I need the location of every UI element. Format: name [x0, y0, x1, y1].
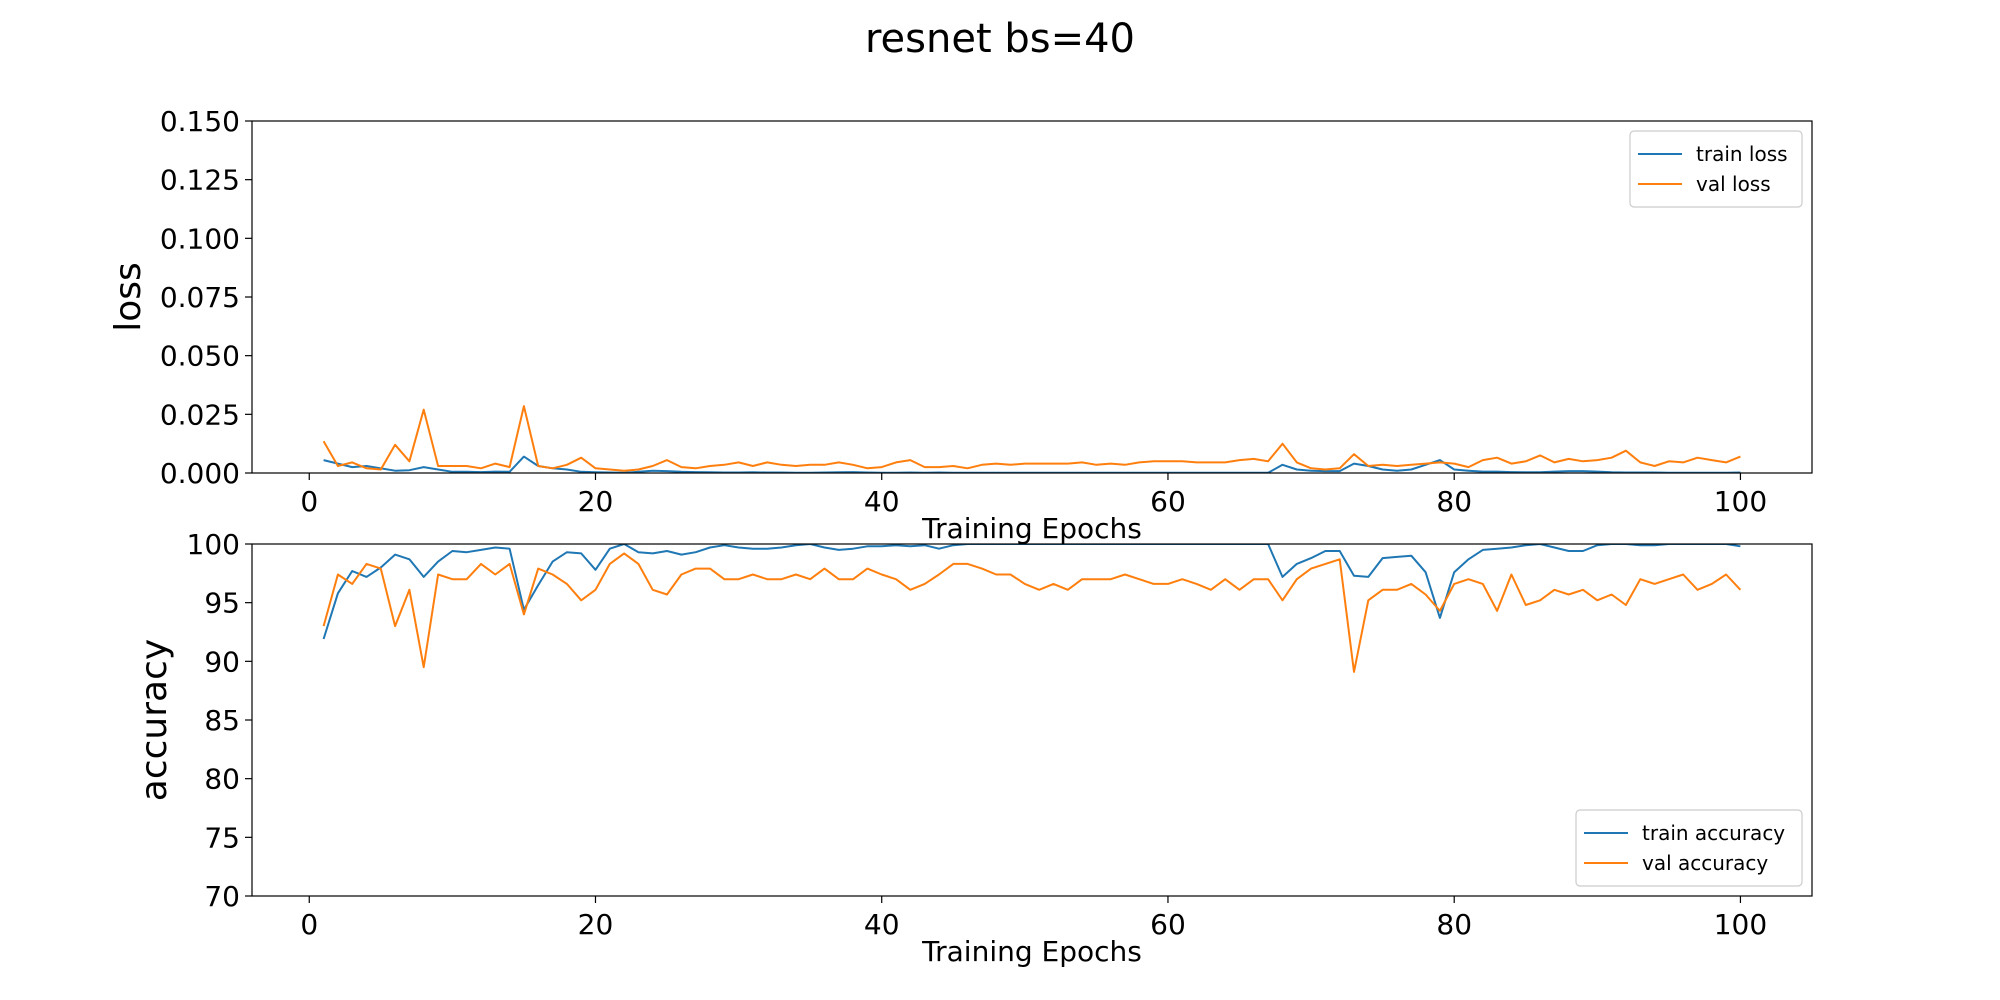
y-tick-label: 70: [204, 880, 240, 913]
y-tick-label: 0.075: [160, 281, 240, 314]
legend-frame: [1575, 809, 1803, 887]
figure-title: resnet bs=40: [865, 16, 1135, 62]
y-tick-label: 90: [204, 645, 240, 678]
x-tick-label: 0: [300, 485, 318, 518]
x-tick-label: 100: [1714, 485, 1767, 518]
x-tick-label: 20: [578, 485, 614, 518]
axes-frame: [251, 120, 1813, 474]
x-tick-label: 80: [1436, 485, 1472, 518]
y-tick-label: 100: [187, 528, 240, 561]
x-tick-label: 80: [1436, 908, 1472, 941]
y-tick-label: 0.125: [160, 164, 240, 197]
y-tick-label: 85: [204, 704, 240, 737]
y-tick-label: 0.150: [160, 105, 240, 138]
x-tick-label: 20: [578, 908, 614, 941]
x-tick-label: 100: [1714, 908, 1767, 941]
legend-label: train accuracy: [1642, 821, 1785, 845]
y-tick-label: 95: [204, 587, 240, 620]
series-line-val-accuracy: [322, 552, 1742, 673]
loss-chart: 0 20 40 60 80 100 0.000 0.025 0.050 0.075 0.100 0.1…: [108, 105, 1813, 545]
legend-label: val accuracy: [1642, 851, 1768, 875]
axes-frame: [251, 543, 1813, 897]
x-tick-label: 60: [1150, 908, 1186, 941]
y-tick-label: 80: [204, 763, 240, 796]
legend-frame: [1629, 130, 1803, 208]
y-axis-label: loss: [108, 262, 149, 332]
legend-label: train loss: [1696, 142, 1788, 166]
x-axis-label: Training Epochs: [921, 935, 1142, 968]
y-tick-label: 75: [204, 821, 240, 854]
x-tick-label: 40: [864, 908, 900, 941]
y-tick-label: 0.000: [160, 457, 240, 490]
series-line-val-loss: [322, 405, 1741, 472]
y-axis-label: accuracy: [134, 639, 175, 801]
y-tick-label: 0.025: [160, 398, 240, 431]
x-tick-label: 60: [1150, 485, 1186, 518]
x-tick-label: 40: [864, 485, 900, 518]
plot-area: [322, 544, 1742, 673]
series-line-train-accuracy: [322, 544, 1741, 640]
x-axis-label: Training Epochs: [921, 512, 1142, 545]
legend: train loss val loss: [1629, 130, 1803, 208]
x-tick-label: 0: [300, 908, 318, 941]
accuracy-chart: 0 20 40 60 80 100 70 75 80 85 90 95 100 Training Epoc…: [134, 528, 1813, 968]
y-tick-label: 0.050: [160, 340, 240, 373]
legend-label: val loss: [1696, 172, 1771, 196]
legend: train accuracy val accuracy: [1575, 809, 1803, 887]
y-tick-label: 0.100: [160, 222, 240, 255]
